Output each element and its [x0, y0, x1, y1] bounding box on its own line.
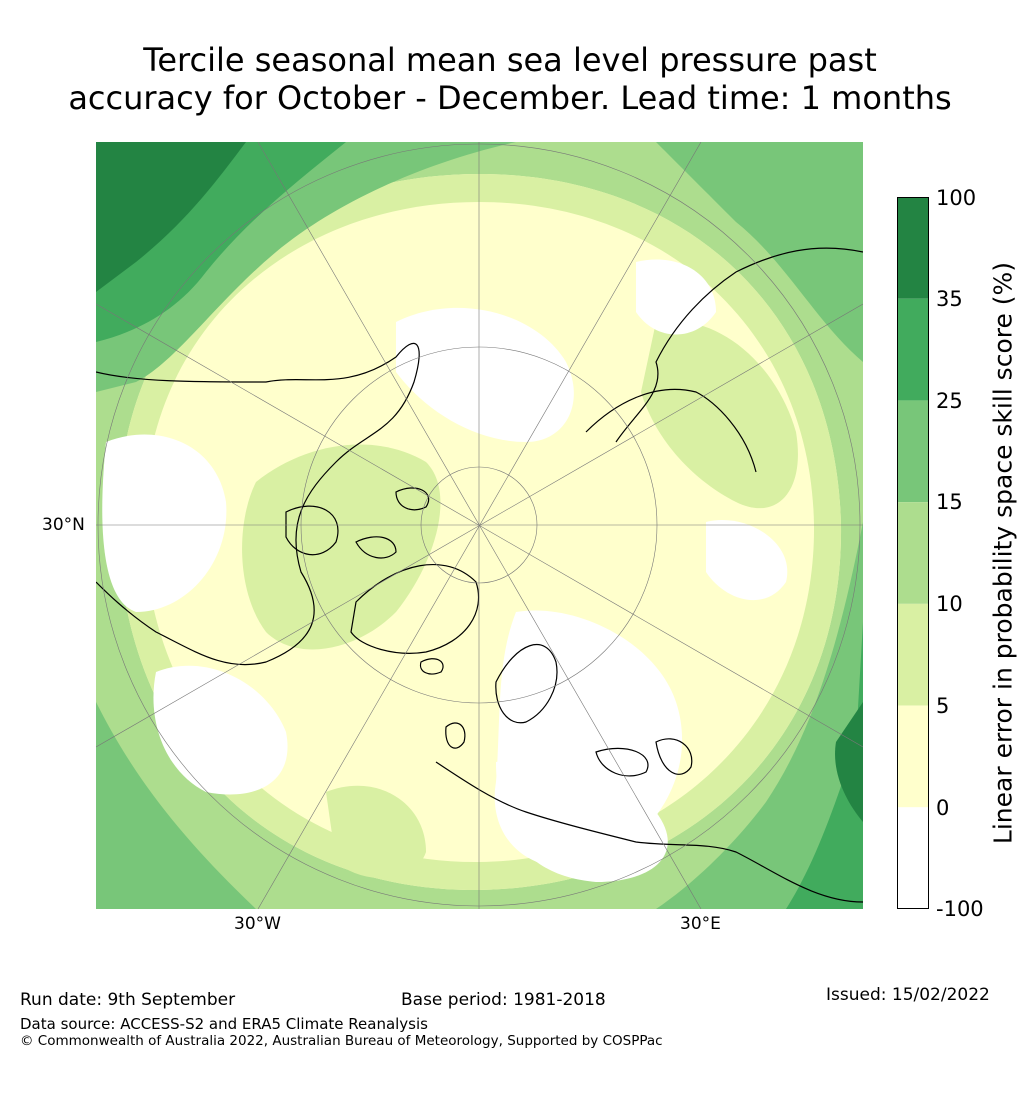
coast-iceland — [419, 658, 444, 675]
field-35-100-nw — [96, 142, 246, 292]
map-title-line-1: Tercile seasonal mean sea level pressure… — [143, 41, 877, 79]
colorbar-label: Linear error in probability space skill … — [988, 261, 1018, 845]
map-title-line-2: accuracy for October - December. Lead ti… — [68, 79, 952, 117]
coast-hudson-bay — [285, 505, 339, 556]
field-5-10-asia — [641, 320, 798, 509]
colorbar-bin — [897, 197, 929, 299]
coast-europe — [435, 761, 863, 903]
coast-greenland — [350, 563, 480, 654]
coast-scandinavia — [495, 644, 558, 724]
field-15-25-se — [656, 522, 863, 909]
field-15-25-ne — [656, 142, 863, 362]
meridian — [96, 303, 863, 748]
field-negative-siberia — [636, 259, 716, 335]
colorbar-bin — [897, 298, 929, 401]
colorbar-bin — [897, 807, 929, 909]
field-5-10-atlantic — [326, 785, 426, 879]
field-35-100-se — [835, 702, 863, 822]
coast-siberia — [615, 247, 863, 443]
coast-black-sea — [595, 747, 649, 777]
lat-label-30n: 30°N — [42, 515, 85, 535]
colorbar-tick-minus-100: -100 — [936, 897, 984, 921]
coastlines — [96, 247, 863, 903]
field-negative-arctic — [396, 307, 574, 442]
base-period: Base period: 1981-2018 — [401, 990, 606, 1010]
run-date: Run date: 9th September — [20, 990, 236, 1010]
coast-arctic-islands — [355, 487, 430, 559]
coast-caspian — [655, 738, 693, 775]
colorbar — [897, 197, 929, 909]
colorbar-bin — [897, 705, 929, 808]
field-negative-mediterranean — [496, 759, 668, 882]
colorbar-tick-35: 35 — [936, 287, 963, 311]
coast-asia-north — [585, 388, 757, 473]
lon-label-30w: 30°W — [234, 914, 281, 934]
data-source: Data source: ACCESS-S2 and ERA5 Climate … — [20, 1015, 428, 1033]
field-15-25-sw — [96, 702, 256, 909]
field-5-10-north-america — [242, 444, 441, 650]
colorbar-tick-15: 15 — [936, 490, 963, 514]
colorbar-tick-25: 25 — [936, 389, 963, 413]
coast-north-america — [96, 342, 420, 666]
colorbar-bin — [897, 603, 929, 706]
colorbar-frame — [897, 197, 929, 909]
colorbar-bin — [897, 400, 929, 503]
issued-date: Issued: 15/02/2022 — [826, 985, 990, 1005]
colorbar-tick-0: 0 — [936, 796, 950, 820]
graticule — [96, 142, 863, 909]
skill-score-map — [96, 142, 863, 909]
field-negative-east — [706, 520, 788, 601]
field-negative-atlantic — [153, 665, 288, 795]
lon-label-30e: 30°E — [680, 914, 721, 934]
colorbar-tick-10: 10 — [936, 592, 963, 616]
colorbar-tick-100: 100 — [936, 186, 977, 210]
colorbar-tick-5: 5 — [936, 694, 950, 718]
colorbar-bin — [897, 502, 929, 604]
field-negative-pacific — [102, 434, 227, 612]
field-25-35-se — [786, 622, 863, 909]
coast-british-isles — [445, 722, 466, 749]
copyright: © Commonwealth of Australia 2022, Austra… — [20, 1033, 663, 1049]
